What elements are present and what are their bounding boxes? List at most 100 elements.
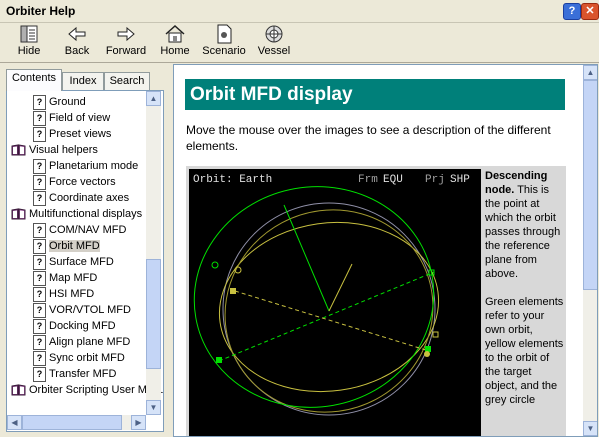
- tree-vertical-scrollbar[interactable]: ▲ ▼: [146, 91, 161, 415]
- tab-contents[interactable]: Contents: [6, 69, 62, 91]
- orbit-mfd-display[interactable]: Orbit: Earth Frm EQU Prj SHP: [189, 169, 481, 437]
- tree-item-label: COM/NAV MFD: [49, 224, 127, 236]
- tree-item[interactable]: ? COM/NAV MFD: [33, 222, 126, 238]
- content-pane: Orbit MFD display Move the mouse over th…: [173, 64, 598, 437]
- pane-splitter[interactable]: [168, 64, 172, 437]
- target-apoapsis-marker[interactable]: [432, 331, 439, 338]
- hide-button[interactable]: Hide: [12, 24, 46, 60]
- help-page-icon: ?: [33, 222, 46, 238]
- help-page-icon: ?: [33, 334, 46, 350]
- help-page-icon: ?: [33, 110, 46, 126]
- tree-item[interactable]: ? Coordinate axes: [33, 190, 129, 206]
- own-node-marker[interactable]: [425, 346, 431, 352]
- vessel-button[interactable]: Vessel: [256, 24, 292, 60]
- tree-scroll-up-button[interactable]: ▲: [146, 91, 161, 106]
- home-button[interactable]: Home: [158, 24, 192, 60]
- tree-item-label: Align plane MFD: [49, 336, 131, 348]
- tab-search[interactable]: Search: [104, 72, 150, 90]
- book-icon: [11, 208, 26, 220]
- own-apoapsis-marker[interactable]: [428, 269, 435, 276]
- tree-item-label: VOR/VTOL MFD: [49, 304, 131, 316]
- tree-item[interactable]: ? Map MFD: [33, 270, 97, 286]
- tree-item[interactable]: ? VOR/VTOL MFD: [33, 302, 131, 318]
- help-page-icon: ?: [33, 238, 46, 254]
- tree-item[interactable]: ? Transfer MFD: [33, 366, 116, 382]
- tree-item-label: Transfer MFD: [49, 368, 117, 380]
- close-button[interactable]: ✕: [581, 3, 599, 20]
- tree-item[interactable]: ? Docking MFD: [33, 318, 116, 334]
- book-icon: [11, 144, 26, 156]
- target-node-marker[interactable]: [424, 351, 430, 357]
- tree-item-label: Surface MFD: [49, 256, 114, 268]
- reference-planet-circle[interactable]: [222, 202, 436, 416]
- tree-item[interactable]: ? Orbit MFD: [33, 238, 100, 254]
- tree-item[interactable]: ? Preset views: [33, 126, 111, 142]
- scenario-label: Scenario: [202, 45, 246, 57]
- content-vertical-scrollbar[interactable]: ▲ ▼: [583, 65, 597, 436]
- help-page-icon: ?: [33, 126, 46, 142]
- tree-item-label: Orbit MFD: [49, 240, 100, 252]
- tree-item-label: HSI MFD: [49, 288, 95, 300]
- tree-item[interactable]: ? HSI MFD: [33, 286, 94, 302]
- target-orbit-ellipse-inner[interactable]: [189, 173, 468, 437]
- hide-icon: [20, 25, 38, 43]
- scenario-button[interactable]: Scenario: [201, 24, 247, 60]
- home-icon: [165, 24, 185, 43]
- tree-scroll-down-button[interactable]: ▼: [146, 400, 161, 415]
- window-title: Orbiter Help: [6, 4, 76, 18]
- tree-scroll-right-button[interactable]: ▶: [131, 415, 146, 430]
- target-orbit-ellipse[interactable]: [208, 209, 449, 406]
- help-button[interactable]: ?: [563, 3, 581, 20]
- tree-item[interactable]: ? Sync orbit MFD: [33, 350, 125, 366]
- vessel-icon: [265, 25, 283, 43]
- hide-label: Hide: [17, 45, 41, 57]
- tree-scroll-thumb[interactable]: [146, 259, 161, 369]
- target-periapsis-line[interactable]: [328, 263, 353, 312]
- tree-item[interactable]: ? Planetarium mode: [33, 158, 138, 174]
- target-ascending-node-marker[interactable]: [234, 266, 242, 274]
- forward-button[interactable]: Forward: [105, 24, 147, 60]
- tree-item[interactable]: Visual helpers: [11, 142, 98, 158]
- tree-item-label: Field of view: [49, 112, 111, 124]
- tree-item[interactable]: ? Surface MFD: [33, 254, 114, 270]
- tree-horizontal-scrollbar[interactable]: ◀ ▶: [7, 415, 146, 430]
- book-icon: [11, 384, 26, 396]
- target-node-line[interactable]: [234, 290, 430, 352]
- description-title: Descending node.: [485, 170, 548, 196]
- mfd-figure: Orbit: Earth Frm EQU Prj SHP: [186, 166, 566, 437]
- tree-hscroll-thumb[interactable]: [22, 415, 122, 430]
- help-page-icon: ?: [33, 270, 46, 286]
- scenario-icon: [217, 24, 232, 44]
- vessel-label: Vessel: [257, 45, 291, 57]
- tree-item-label: Sync orbit MFD: [49, 352, 125, 364]
- mfd-prj-label: Prj: [425, 174, 445, 186]
- back-button[interactable]: Back: [60, 24, 94, 60]
- tree-item[interactable]: Orbiter Scripting User Manual: [11, 382, 163, 398]
- tree-item[interactable]: Multifunctional displays: [11, 206, 142, 222]
- help-page-icon: ?: [33, 158, 46, 174]
- descending-node-marker[interactable]: [216, 357, 222, 363]
- description-text: This is the point at which the orbit pas…: [485, 184, 561, 280]
- mfd-frm-value: EQU: [383, 174, 403, 186]
- tree-item[interactable]: ? Align plane MFD: [33, 334, 130, 350]
- target-descending-node-marker[interactable]: [230, 288, 236, 294]
- tree-item-label: Planetarium mode: [49, 160, 139, 172]
- help-page-icon: ?: [33, 254, 46, 270]
- tree-item-label: Visual helpers: [29, 144, 98, 156]
- tree-item[interactable]: ? Field of view: [33, 110, 110, 126]
- own-orbit-ellipse[interactable]: [189, 169, 451, 426]
- content-scroll-thumb[interactable]: [583, 80, 597, 290]
- orbit-mfd-image[interactable]: Orbit: Earth Frm EQU Prj SHP: [189, 169, 481, 437]
- ascending-node-marker[interactable]: [211, 261, 219, 269]
- tree-item[interactable]: ? Ground: [33, 94, 86, 110]
- tree-scroll-left-button[interactable]: ◀: [7, 415, 22, 430]
- tree-item[interactable]: ? Force vectors: [33, 174, 116, 190]
- help-page-icon: ?: [33, 366, 46, 382]
- own-periapsis-line[interactable]: [283, 204, 330, 312]
- mfd-prj-value: SHP: [450, 174, 470, 186]
- content-scroll-up-button[interactable]: ▲: [583, 65, 597, 80]
- own-node-line[interactable]: [218, 271, 435, 362]
- content-scroll-down-button[interactable]: ▼: [583, 421, 597, 436]
- tab-index[interactable]: Index: [62, 72, 104, 90]
- help-page-icon: ?: [33, 174, 46, 190]
